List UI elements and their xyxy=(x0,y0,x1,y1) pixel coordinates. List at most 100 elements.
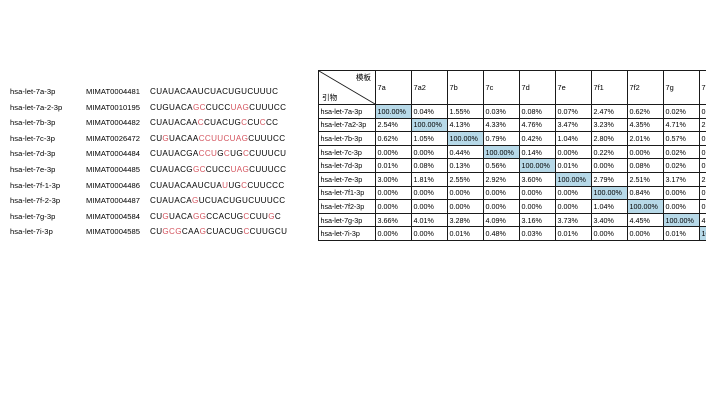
matrix-cell: 0.49% xyxy=(699,144,706,160)
sequence-base: CUCC xyxy=(205,102,231,112)
sequence-variant-base: U xyxy=(222,180,229,190)
matrix-column-header: 7a2 xyxy=(411,70,448,105)
matrix-cell: 0.00% xyxy=(591,158,628,173)
matrix-cell: 4.13% xyxy=(447,117,484,133)
sequence-variant-base: UAG xyxy=(230,164,250,174)
sequence-row: hsa-let-7d-3p MIMAT0004484 CUAUACGACCUGCUG… xyxy=(10,146,310,162)
matrix-row: hsa-let-7a-3p 100.00% 0.04% 1.55% 0.03% 0.08%… xyxy=(318,104,706,119)
matrix-cell-self-match: 100.00% xyxy=(663,212,700,228)
matrix-cell: 3.73% xyxy=(555,212,592,228)
sequence-base: CU xyxy=(247,118,260,128)
matrix-cell: 0.00% xyxy=(447,185,484,201)
mirna-name: hsa-let-7b-3p xyxy=(10,118,56,128)
rna-sequence: CUGUACAGCCUCCUAGCUUUCC xyxy=(150,100,286,116)
sequence-variant-base: C xyxy=(243,227,250,237)
matrix-cell: 0.00% xyxy=(699,185,706,201)
sequence-base: CUACUG xyxy=(206,227,244,237)
matrix-header-row: 模板 引物 7a7a27b7c7d7e7f17f27g7i xyxy=(318,70,706,105)
sequence-base: CUAUACGA xyxy=(150,149,199,159)
matrix-cell: 0.14% xyxy=(519,144,556,160)
mirna-name: hsa-let-7a-2-3p xyxy=(10,102,63,112)
sequence-base: CCACUG xyxy=(206,211,244,221)
sequence-variant-base: CCU xyxy=(198,149,218,159)
matrix-cell: 0.08% xyxy=(411,158,448,173)
matrix-column-header: 7i xyxy=(699,70,706,105)
matrix-row-header: hsa-let-7f1-3p xyxy=(318,185,376,201)
mimat-accession: MIMAT0004584 xyxy=(86,211,141,221)
sequence-row: hsa-let-7a-3p MIMAT0004481 CUAUACAAUCUACUG… xyxy=(10,84,310,100)
sequence-variant-base: C xyxy=(241,180,248,190)
matrix-head: 模板 引物 7a7a27b7c7d7e7f17f27g7i xyxy=(318,70,706,105)
mimat-accession: MIMAT0010195 xyxy=(86,102,141,112)
matrix-cell: 0.44% xyxy=(447,144,484,160)
mirna-name: hsa-let-7f-1-3p xyxy=(10,180,61,190)
matrix-row: hsa-let-7g-3p 3.66% 4.01% 3.28% 4.09% 3.16% 3.… xyxy=(318,212,706,228)
matrix-column-header: 7f1 xyxy=(591,70,628,105)
diagonal-divider-icon xyxy=(319,71,375,104)
matrix-cell: 0.62% xyxy=(375,131,412,146)
matrix-cell-self-match: 100.00% xyxy=(699,226,706,241)
matrix-cell: 0.48% xyxy=(483,226,520,241)
matrix-cell-self-match: 100.00% xyxy=(555,171,592,187)
sequence-base: UG xyxy=(230,149,243,159)
matrix-cell: 0.02% xyxy=(663,144,700,160)
matrix-cell: 0.00% xyxy=(411,199,448,214)
matrix-row: hsa-let-7e-3p 3.00% 1.81% 2.55% 2.92% 3.60% 10… xyxy=(318,171,706,187)
matrix-row: hsa-let-7f1-3p 0.00% 0.00% 0.00% 0.00% 0.00% 0… xyxy=(318,185,706,201)
sequence-base: CUAUACG xyxy=(150,164,193,174)
matrix-cell: 3.16% xyxy=(519,212,556,228)
matrix-cell: 0.00% xyxy=(411,226,448,241)
sequence-base: CC xyxy=(265,118,279,128)
mimat-accession: MIMAT0004585 xyxy=(86,227,141,237)
matrix-cell-self-match: 100.00% xyxy=(447,131,484,146)
matrix-cell: 0.84% xyxy=(627,185,664,201)
rna-sequence: CUGCGCAAGCUACUGCCUUGCU xyxy=(150,224,287,240)
sequence-base: UACA xyxy=(169,211,193,221)
matrix-cell: 1.55% xyxy=(447,104,484,119)
matrix-cell: 3.40% xyxy=(591,212,628,228)
matrix-cell: 0.01% xyxy=(447,226,484,241)
matrix-column-header: 7b xyxy=(447,70,484,105)
matrix-cell: 0.00% xyxy=(663,199,700,214)
matrix-cell: 0.79% xyxy=(483,131,520,146)
sequence-row: hsa-let-7c-3p MIMAT0026472 CUGUACAACCUUCUA… xyxy=(10,131,310,147)
matrix-column-header: 7a xyxy=(375,70,412,105)
sequence-variant-base: G xyxy=(192,196,199,206)
mimat-accession: MIMAT0004481 xyxy=(86,87,141,96)
sequence-base: CUU xyxy=(249,211,269,221)
matrix-cell-self-match: 100.00% xyxy=(591,185,628,201)
sequence-row: hsa-let-7e-3p MIMAT0004485 CUAUACGGCCUCCUA… xyxy=(10,162,310,178)
matrix-cell: 4.35% xyxy=(627,117,664,133)
matrix-cell: 2.47% xyxy=(591,104,628,119)
matrix-cell: 3.66% xyxy=(375,212,412,228)
matrix-cell: 2.59% xyxy=(699,171,706,187)
rna-sequence: CUGUACAACCUUCUAGCUUUCC xyxy=(150,131,285,147)
matrix-row-header: hsa-let-7g-3p xyxy=(318,212,376,228)
matrix-cell: 2.55% xyxy=(447,171,484,187)
matrix-cell: 3.17% xyxy=(663,171,700,187)
sequence-variant-base: C xyxy=(243,211,250,221)
sequence-base: C xyxy=(274,211,282,221)
matrix-cell: 0.00% xyxy=(447,199,484,214)
matrix-row-header: hsa-let-7a-3p xyxy=(318,104,376,119)
matrix-cell: 2.01% xyxy=(627,131,664,146)
mimat-accession: MIMAT0026472 xyxy=(86,133,141,143)
sequence-base: CU xyxy=(150,227,163,237)
matrix-row-header: hsa-let-7c-3p xyxy=(318,144,376,160)
sequence-base: CUAUACAAUCUACUGUCUUUC xyxy=(150,87,279,96)
matrix-cell: 0.01% xyxy=(555,226,592,241)
matrix-cell-self-match: 100.00% xyxy=(483,144,520,160)
cross-reactivity-matrix: 模板 引物 7a7a27b7c7d7e7f17f27g7i hsa-let-7a… xyxy=(318,70,706,241)
matrix-cell: 0.00% xyxy=(375,226,412,241)
matrix-row-header: hsa-let-7a2-3p xyxy=(318,117,376,133)
matrix-cell: 0.08% xyxy=(627,158,664,173)
matrix-cell-self-match: 100.00% xyxy=(627,199,664,214)
mirna-name: hsa-let-7e-3p xyxy=(10,164,56,174)
matrix-cell-self-match: 100.00% xyxy=(411,117,448,133)
matrix-cell: 2.79% xyxy=(591,171,628,187)
sequence-variant-base: G xyxy=(199,227,207,237)
mimat-accession: MIMAT0004484 xyxy=(86,149,141,159)
matrix-cell: 2.92% xyxy=(483,171,520,187)
sequence-base: CUUGCU xyxy=(249,227,288,237)
